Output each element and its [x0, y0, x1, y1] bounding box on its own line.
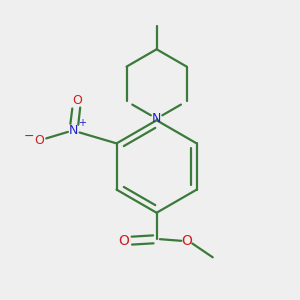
Text: N: N	[69, 124, 78, 137]
Text: O: O	[72, 94, 82, 106]
Text: +: +	[78, 118, 86, 128]
Text: O: O	[34, 134, 44, 147]
Text: N: N	[152, 112, 161, 125]
Text: O: O	[118, 234, 129, 248]
Text: −: −	[24, 130, 34, 143]
Text: O: O	[181, 234, 192, 248]
